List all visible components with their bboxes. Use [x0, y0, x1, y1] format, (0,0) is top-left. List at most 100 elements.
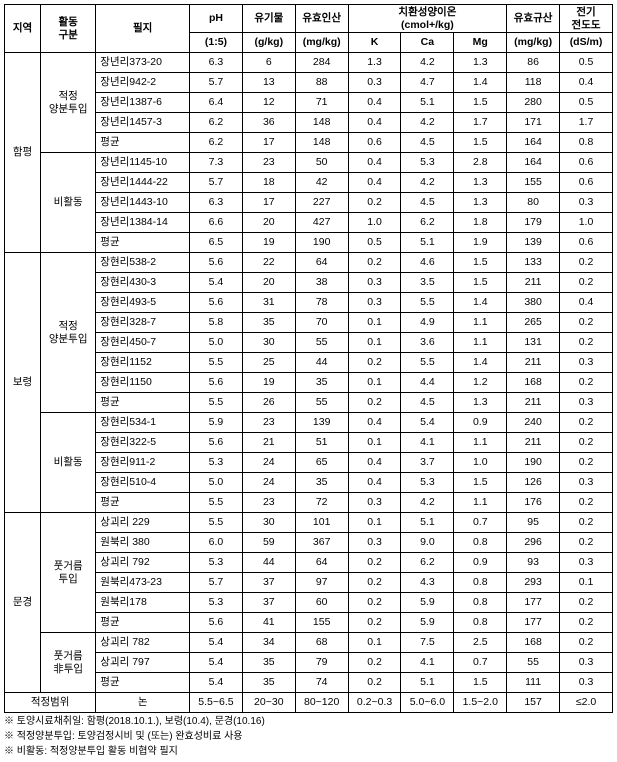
value-cell: 35 [242, 673, 295, 693]
value-cell: 21 [242, 433, 295, 453]
value-cell: 1.5 [454, 93, 507, 113]
col-ec: 전기 전도도 [560, 5, 613, 33]
value-cell: 0.3 [560, 673, 613, 693]
value-cell: 37 [242, 573, 295, 593]
value-cell: 34 [242, 633, 295, 653]
field-cell: 장년리942-2 [96, 73, 190, 93]
value-cell: 118 [507, 73, 560, 93]
table-row: 상괴리 7975.435790.24.10.7550.3 [5, 653, 613, 673]
value-cell: 6.2 [401, 213, 454, 233]
col-ph: pH [190, 5, 243, 33]
field-cell: 장현리493-5 [96, 293, 190, 313]
value-cell: 4.3 [401, 573, 454, 593]
table-row: 장년리942-25.713880.34.71.41180.4 [5, 73, 613, 93]
value-cell: 0.5 [560, 53, 613, 73]
value-cell: 22 [242, 253, 295, 273]
value-cell: 5.4 [401, 413, 454, 433]
value-cell: 44 [242, 553, 295, 573]
value-cell: 0.2 [560, 613, 613, 633]
value-cell: 0.3 [348, 293, 401, 313]
table-row: 보령적정 양분투입장현리538-25.622640.24.61.51330.2 [5, 253, 613, 273]
value-cell: 0.6 [560, 173, 613, 193]
value-cell: 0.8 [454, 593, 507, 613]
field-cell: 평균 [96, 613, 190, 633]
table-row: 장년리1384-146.6204271.06.21.81791.0 [5, 213, 613, 233]
value-cell: 4.7 [401, 73, 454, 93]
value-cell: 1.4 [454, 73, 507, 93]
value-cell: 23 [242, 153, 295, 173]
value-cell: 64 [295, 253, 348, 273]
value-cell: 0.3 [560, 353, 613, 373]
table-row: 장현리510-45.024350.45.31.51260.3 [5, 473, 613, 493]
table-row: 평균5.526550.24.51.32110.3 [5, 393, 613, 413]
value-cell: 1.5 [454, 253, 507, 273]
field-cell: 장년리1444-22 [96, 173, 190, 193]
table-row: 원북리 3806.0593670.39.00.82960.2 [5, 533, 613, 553]
value-cell: 19 [242, 233, 295, 253]
value-cell: 36 [242, 113, 295, 133]
value-cell: 0.2 [560, 513, 613, 533]
range-val: ≤2.0 [560, 693, 613, 713]
value-cell: 0.2 [348, 553, 401, 573]
value-cell: 93 [507, 553, 560, 573]
table-row: 문경풋거름 투입상괴리 2295.5301010.15.10.7950.2 [5, 513, 613, 533]
col-mg: Mg [454, 33, 507, 53]
value-cell: 5.1 [401, 93, 454, 113]
range-val: 1.5~2.0 [454, 693, 507, 713]
value-cell: 5.7 [190, 573, 243, 593]
activity-cell: 적정 양분투입 [41, 53, 96, 153]
col-region: 지역 [5, 5, 41, 53]
value-cell: 0.2 [348, 653, 401, 673]
value-cell: 211 [507, 433, 560, 453]
value-cell: 5.0 [190, 333, 243, 353]
table-row: 장현리911-25.324650.43.71.01900.2 [5, 453, 613, 473]
value-cell: 1.4 [454, 353, 507, 373]
value-cell: 176 [507, 493, 560, 513]
value-cell: 133 [507, 253, 560, 273]
field-cell: 장년리1384-14 [96, 213, 190, 233]
value-cell: 0.8 [454, 573, 507, 593]
value-cell: 20 [242, 273, 295, 293]
value-cell: 0.3 [560, 653, 613, 673]
value-cell: 38 [295, 273, 348, 293]
value-cell: 240 [507, 413, 560, 433]
value-cell: 1.0 [348, 213, 401, 233]
value-cell: 139 [295, 413, 348, 433]
value-cell: 50 [295, 153, 348, 173]
value-cell: 0.2 [348, 353, 401, 373]
activity-cell: 적정 양분투입 [41, 253, 96, 413]
value-cell: 6 [242, 53, 295, 73]
value-cell: 5.4 [190, 673, 243, 693]
value-cell: 3.6 [401, 333, 454, 353]
table-row: 원북리473-235.737970.24.30.82930.1 [5, 573, 613, 593]
value-cell: 131 [507, 333, 560, 353]
value-cell: 23 [242, 493, 295, 513]
value-cell: 1.3 [454, 53, 507, 73]
value-cell: 0.4 [348, 173, 401, 193]
table-row: 평균5.435740.25.11.51110.3 [5, 673, 613, 693]
value-cell: 20 [242, 213, 295, 233]
field-cell: 원북리473-23 [96, 573, 190, 593]
value-cell: 4.9 [401, 313, 454, 333]
value-cell: 18 [242, 173, 295, 193]
value-cell: 1.1 [454, 333, 507, 353]
value-cell: 4.6 [401, 253, 454, 273]
table-row: 비활동장현리534-15.9231390.45.40.92400.2 [5, 413, 613, 433]
value-cell: 42 [295, 173, 348, 193]
field-cell: 장현리328-7 [96, 313, 190, 333]
value-cell: 5.5 [190, 393, 243, 413]
value-cell: 30 [242, 513, 295, 533]
value-cell: 7.3 [190, 153, 243, 173]
col-cation: 치환성양이온 (cmol+/kg) [348, 5, 507, 33]
field-cell: 장현리430-3 [96, 273, 190, 293]
value-cell: 55 [295, 333, 348, 353]
value-cell: 296 [507, 533, 560, 553]
value-cell: 5.3 [190, 553, 243, 573]
value-cell: 139 [507, 233, 560, 253]
value-cell: 71 [295, 93, 348, 113]
value-cell: 5.5 [401, 293, 454, 313]
field-cell: 평균 [96, 493, 190, 513]
value-cell: 0.8 [454, 533, 507, 553]
value-cell: 55 [295, 393, 348, 413]
value-cell: 101 [295, 513, 348, 533]
